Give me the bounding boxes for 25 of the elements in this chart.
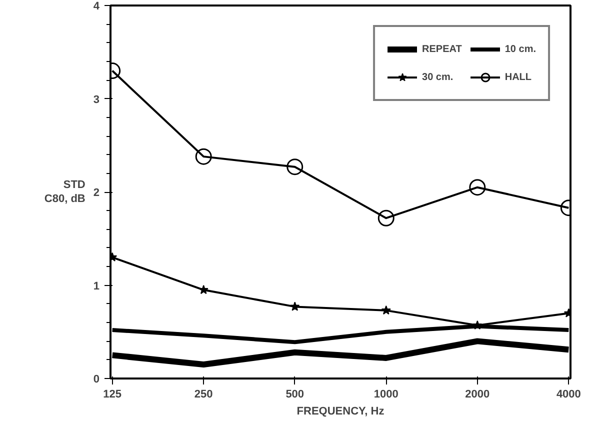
legend-label: REPEAT xyxy=(422,44,462,54)
x-tick-label: 1000 xyxy=(374,388,398,400)
point xyxy=(198,284,208,294)
legend-label: 30 cm. xyxy=(422,72,454,82)
x-axis-title: FREQUENCY, Hz xyxy=(296,406,385,418)
point xyxy=(381,305,391,315)
point xyxy=(378,210,394,226)
y-tick-label: 4 xyxy=(93,0,100,12)
x-tick-label: 250 xyxy=(194,388,213,400)
y-tick-label: 1 xyxy=(93,280,100,292)
y-axis-title: STD C80, dB xyxy=(44,178,86,206)
y-tick-label: 3 xyxy=(93,94,100,106)
point xyxy=(472,320,482,330)
x-tick-label: 4000 xyxy=(556,388,581,400)
legend-label: HALL xyxy=(504,72,532,82)
point xyxy=(195,148,212,165)
x-tick-label: 2000 xyxy=(465,388,490,400)
y-tick-label: 0 xyxy=(93,374,100,386)
x-tick-label: 500 xyxy=(286,388,304,400)
legend-label: 10 cm. xyxy=(504,44,536,54)
point xyxy=(290,302,300,311)
x-tick-label: 125 xyxy=(103,388,122,400)
point xyxy=(469,179,486,196)
point xyxy=(286,158,304,176)
y-tick-label: 2 xyxy=(93,187,100,199)
